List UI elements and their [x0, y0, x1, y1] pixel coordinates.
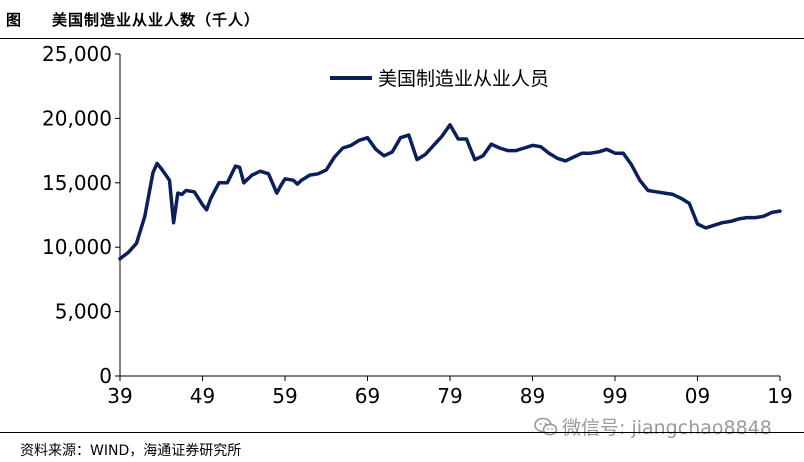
header-rule	[0, 38, 804, 39]
chart-axes	[115, 53, 781, 381]
watermark-text: 微信号: jiangchao8848	[562, 417, 772, 439]
x-tick-label: 09	[685, 384, 710, 408]
chart-legend: 美国制造业从业人员	[330, 68, 549, 90]
figure-title: 美国制造业从业人数（千人）	[52, 11, 261, 29]
x-tick-label: 79	[437, 384, 462, 408]
x-tick-label: 99	[602, 384, 627, 408]
figure-footer: 资料来源：WIND，海通证券研究所	[0, 432, 804, 462]
watermark: 微信号: jiangchao8848	[534, 413, 772, 440]
line-chart: 0 5,000 10,000 15,000 20,000 25,000 39 49 59 69 79…	[42, 42, 793, 408]
x-tick-label: 49	[190, 384, 215, 408]
x-tick-label: 59	[272, 384, 297, 408]
source-note: 资料来源：WIND，海通证券研究所	[20, 443, 242, 459]
x-tick-label: 89	[520, 384, 545, 408]
y-tick-label: 20,000	[42, 106, 112, 130]
series-line	[118, 123, 782, 261]
y-tick-label: 25,000	[42, 42, 112, 66]
y-tick-label: 15,000	[42, 171, 112, 195]
y-tick-label: 0	[99, 364, 112, 388]
x-tick-label: 39	[107, 384, 132, 408]
figure-header: 图 美国制造业从业人数（千人）	[0, 0, 804, 40]
legend-label: 美国制造业从业人员	[378, 68, 549, 90]
y-tick-label: 5,000	[55, 300, 112, 324]
series-group	[118, 123, 782, 261]
figure-label: 图	[6, 11, 22, 29]
footer-rule	[0, 432, 804, 433]
x-tick-label: 19	[767, 384, 792, 408]
x-tick-label: 69	[355, 384, 380, 408]
wechat-icon	[534, 417, 558, 437]
tick-labels: 0 5,000 10,000 15,000 20,000 25,000 39 49 59 69 79…	[42, 42, 793, 408]
y-tick-label: 10,000	[42, 235, 112, 259]
